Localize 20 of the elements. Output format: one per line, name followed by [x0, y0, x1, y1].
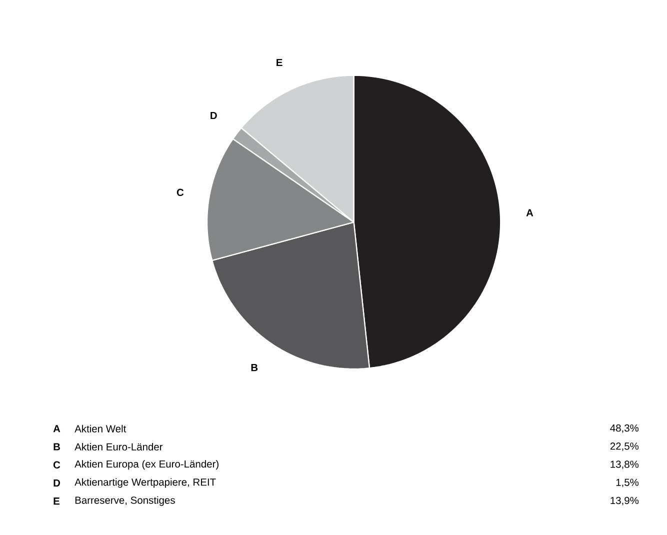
text: Aktien Europa (ex Euro-Länder) [74, 460, 218, 470]
category-label: A [53, 424, 60, 432]
category-label: E [54, 497, 60, 504]
text: Aktien Welt [74, 424, 126, 432]
category-label: C [53, 461, 60, 468]
category-label: D [54, 479, 60, 486]
slice-label: A [526, 209, 534, 216]
slice-label: C [176, 188, 184, 196]
text: Aktien Euro-Länder [74, 442, 163, 450]
text: 22,5% [610, 442, 639, 451]
text: Barreserve, Sonstiges [75, 496, 175, 506]
text: 48,3% [610, 424, 639, 433]
slice-label: E [276, 58, 282, 66]
slice-label: D [210, 112, 217, 119]
category-label: B [54, 443, 60, 450]
slice-label: B [251, 364, 258, 371]
text: 13,8% [610, 460, 639, 469]
text: 13,9% [610, 496, 639, 506]
text: 1,5% [616, 478, 639, 488]
text: Aktienartige Wertpapiere, REIT [74, 478, 216, 488]
